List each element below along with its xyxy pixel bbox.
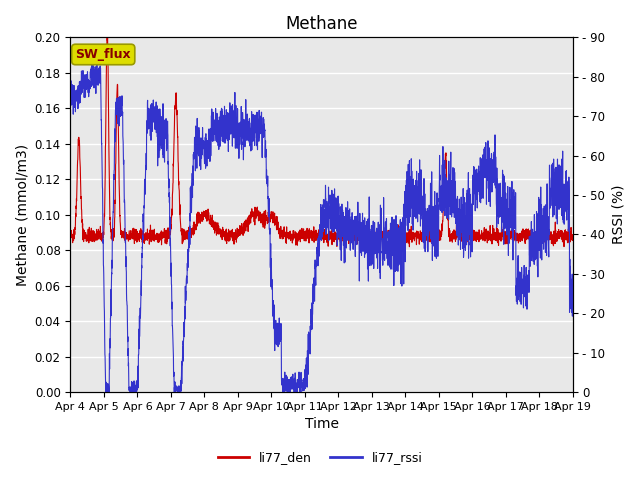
X-axis label: Time: Time [305, 418, 339, 432]
Y-axis label: Methane (mmol/m3): Methane (mmol/m3) [15, 144, 29, 286]
Y-axis label: RSSI (%): RSSI (%) [611, 185, 625, 244]
Legend: li77_den, li77_rssi: li77_den, li77_rssi [212, 446, 428, 469]
Title: Methane: Methane [285, 15, 358, 33]
Text: SW_flux: SW_flux [76, 48, 131, 61]
